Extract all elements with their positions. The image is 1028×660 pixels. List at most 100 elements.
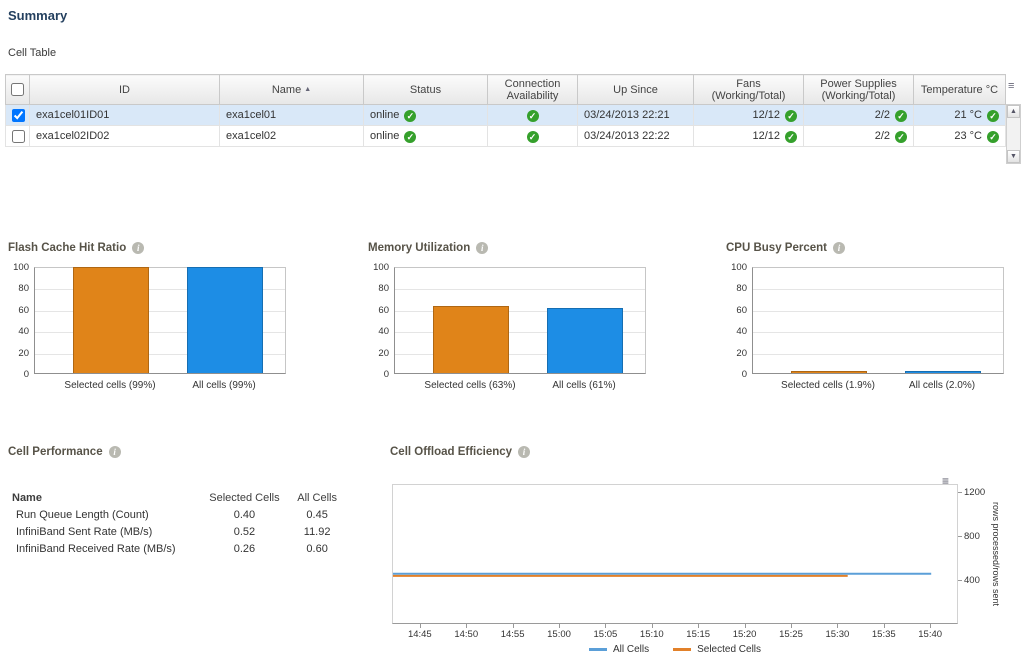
x-tick-mark	[883, 624, 885, 628]
column-header-name[interactable]: Name ▲	[219, 74, 364, 105]
column-header-power[interactable]: Power Supplies (Working/Total)	[803, 74, 914, 105]
x-tick-mark	[605, 624, 607, 628]
y-tick-label: 0	[383, 369, 389, 380]
y-tick-label: 1200	[964, 486, 986, 498]
y-tick-label: 60	[736, 304, 747, 316]
bar	[791, 371, 867, 373]
info-icon[interactable]: i	[108, 446, 121, 458]
cell-name: exa1cel01	[219, 104, 364, 126]
y-tick-label: 80	[378, 283, 389, 295]
column-header-label: Status	[409, 83, 442, 96]
x-category-label: All cells (61%)	[552, 380, 616, 391]
green-check-icon: ✓	[404, 130, 417, 143]
gridline	[35, 353, 285, 355]
scroll-down-icon[interactable]: ▼	[1007, 150, 1020, 163]
y-tick-label: 20	[736, 347, 747, 359]
column-header-temperature[interactable]: Temperature °C	[913, 74, 1006, 105]
flash-cache-hit-ratio-chart: Flash Cache Hit Ratio i 0 20 40 60 80 100 Sel…	[8, 242, 308, 417]
perf-header-row: Name Selected Cells All Cells	[8, 489, 348, 506]
x-tick-mark	[466, 624, 468, 628]
chart-title-text: Memory Utilization	[368, 242, 471, 254]
perf-selected-value: 0.26	[233, 542, 256, 555]
plot-area	[752, 267, 1004, 374]
gridline	[753, 289, 1003, 291]
cell-table-label: Cell Table	[8, 47, 57, 59]
x-category-label: All cells (99%)	[192, 380, 256, 391]
row-checkbox[interactable]	[12, 108, 25, 122]
column-header-label: ID	[119, 83, 130, 96]
y-axis: 0 20 40 60 80 100	[8, 262, 34, 380]
legend-swatch-selected-cells	[673, 648, 692, 651]
x-category-label: All cells (2.0%)	[908, 380, 976, 391]
x-tick-label: 15:10	[639, 629, 664, 640]
info-icon[interactable]: i	[476, 242, 489, 254]
info-icon[interactable]: i	[832, 242, 845, 254]
y-tick-label: 0	[23, 369, 29, 380]
x-tick-label: 15:40	[918, 629, 943, 640]
bar-chart: 0 20 40 60 80 100 Selected cells (99%) All cel…	[8, 262, 308, 417]
bar	[905, 371, 981, 373]
memory-utilization-chart: Memory Utilization i 0 20 40 60 80 100 Select…	[368, 242, 668, 417]
column-header-connection[interactable]: Connection Availability	[487, 74, 578, 105]
chart-title: Memory Utilization i	[368, 242, 668, 254]
perf-metric-name: InfiniBand Received Rate (MB/s)	[16, 542, 176, 555]
green-check-icon: ✓	[785, 130, 797, 143]
table-options-icon[interactable]: ≡	[1008, 80, 1015, 92]
y-tick-label: 20	[18, 347, 29, 359]
column-header-fans[interactable]: Fans (Working/Total)	[693, 74, 804, 105]
column-header-label: Up Since	[613, 83, 658, 96]
chart-title: Cell Offload Efficiency i	[390, 446, 1026, 458]
x-tick-label: 15:15	[686, 629, 711, 640]
perf-all-value: 11.92	[303, 525, 331, 538]
perf-row: Run Queue Length (Count) 0.40 0.45	[8, 506, 348, 523]
legend-label: Selected Cells	[697, 644, 762, 655]
select-all-checkbox[interactable]	[11, 83, 24, 96]
column-header-up_since[interactable]: Up Since	[577, 74, 694, 105]
x-category-label: Selected cells (1.9%)	[781, 380, 875, 391]
table-scrollbar[interactable]: ▲ ▼	[1006, 104, 1021, 164]
chart-title-text: Flash Cache Hit Ratio	[8, 242, 127, 254]
green-check-icon: ✓	[895, 109, 907, 122]
cell-temperature: 23 °C ✓	[913, 125, 1006, 147]
x-tick-mark	[790, 624, 792, 628]
y-tick-label: 100	[13, 262, 29, 273]
column-header-id[interactable]: ID	[29, 74, 220, 105]
x-tick-mark	[837, 624, 839, 628]
chart-menu-icon[interactable]: ≡	[942, 474, 950, 488]
info-icon[interactable]: i	[518, 446, 531, 458]
gridline	[35, 332, 285, 334]
cell-table-grid: ID Name ▲ Status Connection Availability Up S…	[5, 74, 1006, 147]
y-tick-label: 800	[964, 530, 980, 542]
row-checkbox[interactable]	[12, 129, 25, 143]
cell-up-since: 03/24/2013 22:21	[577, 104, 694, 126]
cell-name: exa1cel02	[219, 125, 364, 147]
x-tick-label: 14:50	[454, 629, 479, 640]
gridline	[753, 310, 1003, 312]
y-tick-label: 400	[964, 574, 980, 586]
column-header-status[interactable]: Status	[363, 74, 488, 105]
page-title: Summary	[8, 8, 68, 23]
info-icon[interactable]: i	[132, 242, 145, 254]
cpu-busy-percent-chart: CPU Busy Percent i 0 20 40 60 80 100 Selected…	[726, 242, 1026, 417]
x-tick-mark	[512, 624, 514, 628]
x-tick-mark	[419, 624, 421, 628]
cell-connection: ✓	[487, 125, 578, 147]
section-title-text: Cell Performance	[8, 446, 103, 458]
x-tick-label: 15:20	[732, 629, 757, 640]
x-tick-label: 15:30	[825, 629, 850, 640]
x-tick-label: 15:05	[593, 629, 618, 640]
y-tick-label: 60	[18, 304, 29, 316]
table-row[interactable]: exa1cel02ID02 exa1cel02 online ✓ ✓ 03/24/2013…	[5, 125, 1006, 147]
scrollbar-track[interactable]	[1007, 118, 1020, 150]
y-tick-label: 40	[18, 326, 29, 338]
cell-id: exa1cel02ID02	[29, 125, 220, 147]
cell-performance-section: Cell Performance i Name Selected Cells All…	[8, 446, 348, 557]
column-header-label: Fans (Working/Total)	[711, 77, 786, 102]
perf-row: InfiniBand Sent Rate (MB/s) 0.52 11.92	[8, 523, 348, 540]
table-row[interactable]: exa1cel01ID01 exa1cel01 online ✓ ✓ 03/24/2013…	[5, 104, 1006, 126]
green-check-icon: ✓	[404, 109, 417, 122]
y-tick-label: 20	[378, 347, 389, 359]
y-tick-label: 100	[731, 262, 747, 273]
scroll-up-icon[interactable]: ▲	[1007, 105, 1020, 118]
cell-connection: ✓	[487, 104, 578, 126]
